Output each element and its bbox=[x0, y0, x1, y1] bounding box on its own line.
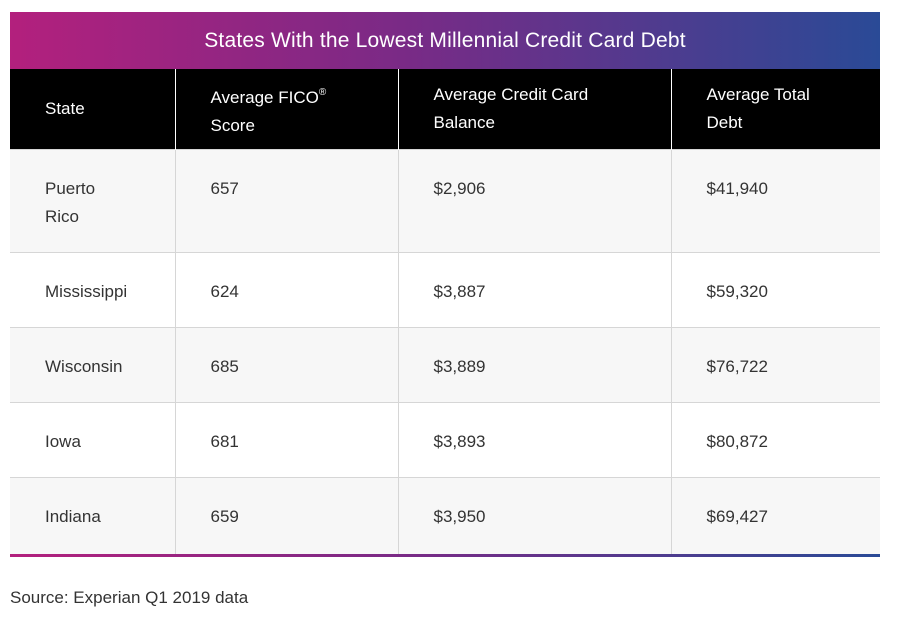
table-row: Iowa 681 $3,893 $80,872 bbox=[10, 402, 880, 478]
header-balance-label: Average Credit Card Balance bbox=[433, 85, 589, 132]
table-row: Puerto Rico 657 $2,906 $41,940 bbox=[10, 149, 880, 253]
cell-fico: 657 bbox=[174, 149, 398, 253]
cell-state: Indiana bbox=[10, 477, 175, 554]
cell-state: Puerto Rico bbox=[10, 149, 175, 253]
cell-balance: $3,887 bbox=[397, 252, 671, 328]
debt-table: State Average FICO® Score Average Credit … bbox=[10, 69, 880, 554]
cell-state: Iowa bbox=[10, 402, 175, 478]
header-fico-line2: Score bbox=[210, 115, 255, 135]
cell-fico: 685 bbox=[174, 327, 398, 403]
state-name: Puerto Rico bbox=[45, 179, 96, 226]
header-row: State Average FICO® Score Average Credit … bbox=[10, 69, 880, 150]
source-note: Source: Experian Q1 2019 data bbox=[10, 588, 249, 607]
cell-balance: $2,906 bbox=[397, 149, 671, 253]
header-total-debt-label: Average Total Debt bbox=[706, 85, 810, 132]
cell-state: Wisconsin bbox=[10, 327, 175, 403]
cell-total-debt: $69,427 bbox=[670, 477, 880, 554]
debt-table-container: States With the Lowest Millennial Credit… bbox=[10, 12, 880, 557]
cell-total-debt: $59,320 bbox=[670, 252, 880, 328]
table-row: Indiana 659 $3,950 $69,427 bbox=[10, 477, 880, 554]
cell-total-debt: $41,940 bbox=[670, 149, 880, 253]
header-balance: Average Credit Card Balance bbox=[397, 69, 671, 150]
table-row: Wisconsin 685 $3,889 $76,722 bbox=[10, 327, 880, 403]
header-fico-main: Average FICO bbox=[210, 87, 319, 107]
cell-total-debt: $80,872 bbox=[670, 402, 880, 478]
cell-balance: $3,889 bbox=[397, 327, 671, 403]
cell-fico: 681 bbox=[174, 402, 398, 478]
cell-balance: $3,893 bbox=[397, 402, 671, 478]
table-title: States With the Lowest Millennial Credit… bbox=[10, 12, 880, 69]
registered-mark: ® bbox=[318, 86, 327, 98]
header-total-debt: Average Total Debt bbox=[670, 69, 880, 150]
cell-balance: $3,950 bbox=[397, 477, 671, 554]
cell-fico: 659 bbox=[174, 477, 398, 554]
table-row: Mississippi 624 $3,887 $59,320 bbox=[10, 252, 880, 328]
cell-fico: 624 bbox=[174, 252, 398, 328]
cell-total-debt: $76,722 bbox=[670, 327, 880, 403]
header-state: State bbox=[10, 69, 175, 150]
cell-state: Mississippi bbox=[10, 252, 175, 328]
bottom-gradient-bar bbox=[10, 553, 880, 557]
header-fico: Average FICO® Score bbox=[174, 69, 398, 150]
